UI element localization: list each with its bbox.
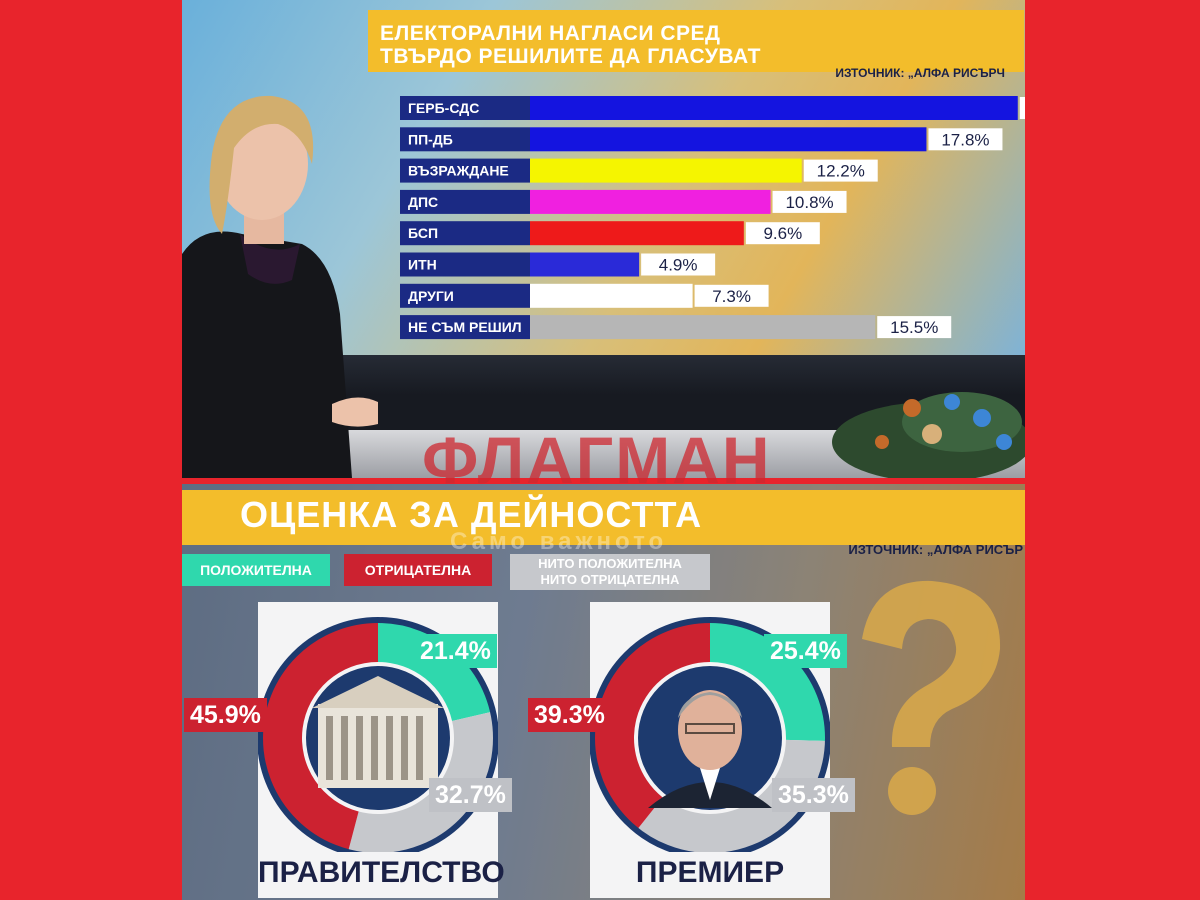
studio-panel: ЕЛЕКТОРАЛНИ НАГЛАСИ СРЕД ТВЪРДО РЕШИЛИТЕ…: [182, 0, 1025, 478]
value-label-box: [1019, 97, 1025, 119]
watermark-tagline: Само важното: [450, 528, 668, 555]
poll-title-banner: [368, 10, 1024, 72]
premier-donut-chart: [589, 617, 831, 859]
rating-source: ИЗТОЧНИК: „АЛФА РИСЪР: [848, 542, 1023, 557]
legend-neutral: НИТО ПОЛОЖИТЕЛНА НИТО ОТРИЦАТЕЛНА: [510, 554, 710, 590]
premier-portrait-icon: [648, 690, 772, 808]
poll-title-line1: ЕЛЕКТОРАЛНИ НАГЛАСИ СРЕД: [380, 22, 721, 45]
poll-title-line2: ТВЪРДО РЕШИЛИТЕ ДА ГЛАСУВАТ: [380, 45, 761, 68]
category-label-box: [400, 189, 530, 214]
legend-positive: ПОЛОЖИТЕЛНА: [182, 554, 330, 586]
premier-negative-value: 39.3%: [528, 698, 611, 732]
donut-slice: [592, 620, 710, 831]
christmas-decoration: [832, 392, 1025, 478]
value-label-box: [772, 190, 847, 213]
poll-source: ИЗТОЧНИК: „АЛФА РИСЪРЧ: [835, 66, 1005, 80]
government-label: ПРАВИТЕЛСТВО: [258, 856, 505, 889]
legend-neutral-line2: НИТО ОТРИЦАТЕЛНА: [540, 572, 680, 587]
value-label: 9.6%: [763, 224, 802, 243]
value-label: 4.9%: [659, 256, 698, 275]
donut-slice: [710, 620, 828, 741]
value-label-box: [877, 316, 952, 339]
government-negative-value: 45.9%: [184, 698, 267, 732]
bar: [530, 189, 771, 214]
bar: [530, 127, 927, 152]
value-label: 12.2%: [817, 162, 865, 181]
government-card: ПРАВИТЕЛСТВО: [257, 602, 505, 898]
bar: [530, 158, 802, 183]
category-label: БСП: [408, 225, 438, 241]
premier-neutral-value: 35.3%: [772, 778, 855, 812]
premier-positive-value: 25.4%: [764, 634, 847, 668]
poll-bar-chart: ГЕРБ-СДС21.9%ПП-ДБ17.8%ВЪЗРАЖДАНЕ12.2%ДП…: [400, 96, 1025, 340]
value-label: 7.3%: [712, 287, 751, 306]
donut-slice: [260, 620, 378, 853]
government-positive-value: 21.4%: [414, 634, 497, 668]
category-label: ИТН: [408, 257, 437, 273]
value-label-box: [928, 128, 1003, 151]
government-building-icon: [312, 676, 444, 788]
premier-label: ПРЕМИЕР: [635, 856, 785, 889]
category-label: ДПС: [408, 194, 438, 210]
donut-slice: [636, 739, 828, 856]
rating-title-banner: [182, 490, 1025, 545]
value-label-box: [641, 253, 716, 276]
rating-panel: ОЦЕНКА ЗА ДЕЙНОСТТА ИЗТОЧНИК: „АЛФА РИСЪ…: [182, 484, 1025, 900]
presenter-figure: [182, 95, 378, 478]
bar: [530, 221, 744, 246]
category-label: ПП-ДБ: [408, 131, 453, 147]
bar: [530, 283, 693, 308]
content-frame: ЕЛЕКТОРАЛНИ НАГЛАСИ СРЕД ТВЪРДО РЕШИЛИТЕ…: [182, 0, 1025, 900]
category-label-box: [400, 158, 530, 183]
category-label: ДРУГИ: [408, 288, 454, 304]
category-label-box: [400, 252, 530, 277]
government-donut-chart: [257, 617, 499, 859]
category-label-box: [400, 96, 530, 120]
legend-negative: ОТРИЦАТЕЛНА: [344, 554, 492, 586]
legend-neutral-line1: НИТО ПОЛОЖИТЕЛНА: [538, 556, 682, 571]
value-label-box: [694, 284, 769, 307]
bar: [530, 96, 1018, 120]
rating-title: ОЦЕНКА ЗА ДЕЙНОСТТА: [240, 494, 703, 535]
bar: [530, 252, 640, 277]
watermark-brand: ФЛАГМАН: [422, 423, 772, 497]
bar: [530, 315, 876, 340]
value-label-box: [803, 159, 878, 182]
category-label-box: [400, 315, 530, 340]
value-label: 17.8%: [941, 130, 989, 149]
government-neutral-value: 32.7%: [429, 778, 512, 812]
category-label-box: [400, 221, 530, 246]
category-label: ВЪЗРАЖДАНЕ: [408, 163, 509, 179]
category-label-box: [400, 283, 530, 308]
donut-slice: [378, 620, 493, 721]
category-label: НЕ СЪМ РЕШИЛ: [408, 319, 522, 335]
category-label-box: [400, 127, 530, 152]
value-label: 10.8%: [785, 193, 833, 212]
value-label: 15.5%: [890, 318, 938, 337]
category-label: ГЕРБ-СДС: [408, 100, 479, 116]
premier-card: ПРЕМИЕР: [589, 602, 831, 898]
question-mark-icon: [862, 580, 1001, 815]
value-label-box: [745, 222, 820, 245]
